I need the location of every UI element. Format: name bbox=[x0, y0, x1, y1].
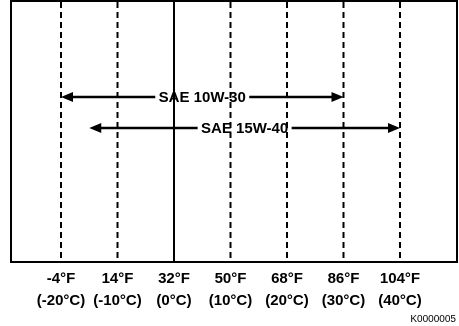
tick-label-c-5: (30°C) bbox=[322, 292, 366, 309]
arrowhead-left-icon bbox=[61, 92, 73, 102]
tick-label-c-6: (40°C) bbox=[378, 292, 422, 309]
tick-label-f-3: 50°F bbox=[215, 270, 247, 287]
range-label: SAE 15W-40 bbox=[201, 120, 288, 137]
diagram-frame bbox=[10, 0, 458, 263]
tick-label-f-6: 104°F bbox=[380, 270, 420, 287]
arrowhead-right-icon bbox=[388, 123, 400, 133]
tick-label-c-3: (10°C) bbox=[209, 292, 253, 309]
tick-label-c-1: (-10°C) bbox=[93, 292, 142, 309]
tick-label-c-0: (-20°C) bbox=[37, 292, 86, 309]
tick-label-f-1: 14°F bbox=[102, 270, 134, 287]
tick-label-f-2: 32°F bbox=[158, 270, 190, 287]
arrowhead-right-icon bbox=[331, 92, 344, 102]
tick-label-f-4: 68°F bbox=[271, 270, 303, 287]
reference-code: K0000005 bbox=[410, 314, 456, 325]
temperature-tick-labels: -4°F (-20°C) 14°F (-10°C) 32°F (0°C) 50°F (10°C… bbox=[37, 270, 422, 309]
range-label: SAE 10W-30 bbox=[159, 89, 246, 106]
tick-label-c-2: (0°C) bbox=[156, 292, 191, 309]
arrowhead-left-icon bbox=[89, 123, 102, 133]
tick-label-f-5: 86°F bbox=[328, 270, 360, 287]
viscosity-ranges: SAE 10W-30 SAE 15W-40 bbox=[61, 89, 400, 137]
tick-label-f-0: -4°F bbox=[47, 270, 76, 287]
tick-label-c-4: (20°C) bbox=[265, 292, 309, 309]
temperature-gridlines bbox=[60, 2, 401, 262]
range-1: SAE 10W-30 bbox=[61, 89, 344, 106]
range-2: SAE 15W-40 bbox=[89, 120, 400, 137]
